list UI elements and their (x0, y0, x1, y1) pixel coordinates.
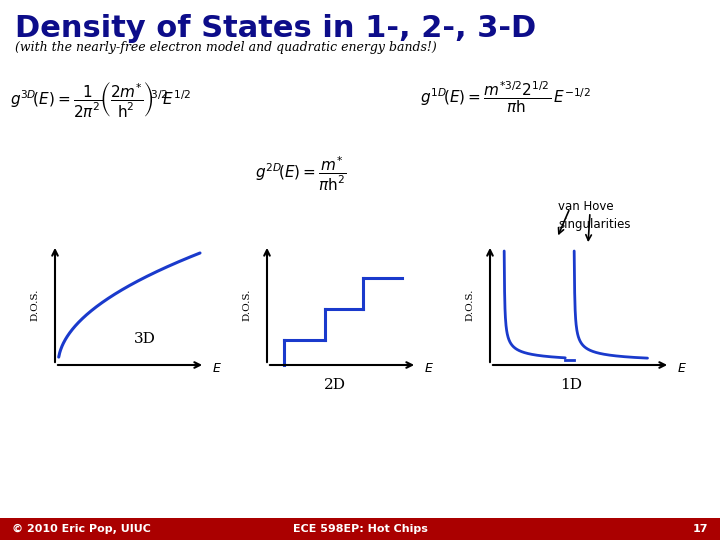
Text: (with the nearly-free electron model and quadratic energy bands!): (with the nearly-free electron model and… (15, 41, 437, 54)
Text: $g^{1D}\!\left(E\right)=\dfrac{m^{*3/2}2^{1/2}}{\pi\mathsf{h}}\,E^{-1/2}$: $g^{1D}\!\left(E\right)=\dfrac{m^{*3/2}2… (420, 80, 591, 116)
Text: D.O.S.: D.O.S. (30, 289, 40, 321)
Text: D.O.S.: D.O.S. (243, 289, 251, 321)
Text: ECE 598EP: Hot Chips: ECE 598EP: Hot Chips (292, 524, 428, 534)
Text: 3D: 3D (134, 332, 156, 346)
Text: 17: 17 (693, 524, 708, 534)
Text: $E$: $E$ (677, 362, 687, 375)
Text: Density of States in 1-, 2-, 3-D: Density of States in 1-, 2-, 3-D (15, 14, 536, 43)
Text: 2D: 2D (323, 378, 346, 392)
Text: $E$: $E$ (212, 362, 222, 375)
Text: D.O.S.: D.O.S. (466, 289, 474, 321)
Text: van Hove
singularities: van Hove singularities (558, 200, 631, 231)
Text: $g^{2D}\!\left(E\right)=\dfrac{m^{*}}{\pi\mathsf{h}^{2}}$: $g^{2D}\!\left(E\right)=\dfrac{m^{*}}{\p… (255, 155, 347, 193)
Text: © 2010 Eric Pop, UIUC: © 2010 Eric Pop, UIUC (12, 524, 151, 534)
Text: 1D: 1D (560, 378, 582, 392)
Bar (0, 518, 720, 540)
Text: $g^{3D}\!\left(E\right)=\dfrac{1}{2\pi^2}\!\left(\dfrac{2m^{*}}{\mathsf{h}^{2}}\: $g^{3D}\!\left(E\right)=\dfrac{1}{2\pi^2… (10, 80, 192, 119)
Text: $E$: $E$ (424, 362, 434, 375)
